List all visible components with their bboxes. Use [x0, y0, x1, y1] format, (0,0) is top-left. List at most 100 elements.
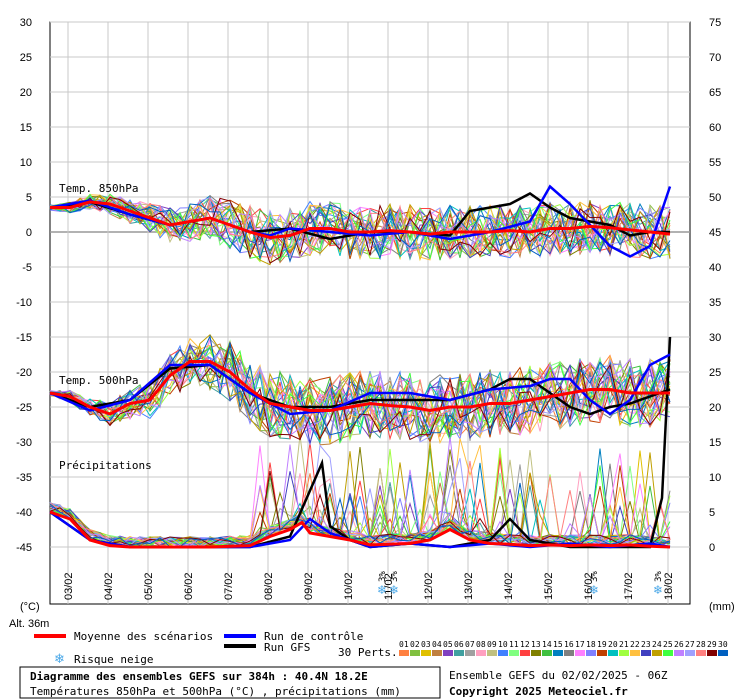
x-tick-label: 17/02: [623, 572, 635, 600]
pert-number: 01: [399, 640, 409, 649]
x-tick-label: 18/02: [663, 572, 675, 600]
perturbation-line: [49, 340, 671, 444]
x-tick-label: 06/02: [183, 572, 195, 600]
pert-number: 19: [597, 640, 607, 649]
snowflake-icon: ❄: [653, 583, 663, 597]
pert-swatch: [597, 650, 607, 656]
label-t850: Temp. 850hPa: [59, 182, 138, 195]
right-tick-label: 30: [709, 332, 721, 344]
perturbation-legend: 01 02 03 04 05 06 07 08 09 10 11 12 13 14 15 16 17 18 19 20…: [399, 640, 728, 656]
pert-swatch: [641, 650, 651, 656]
right-tick-label: 65: [709, 87, 721, 99]
pert-number: 13: [531, 640, 541, 649]
x-tick-label: 14/02: [503, 572, 515, 600]
x-axis-ticks: 03/02 04/02 05/02 06/02 07/02 08/02 09/02 10/02…: [63, 572, 675, 600]
left-tick-label: -35: [16, 472, 32, 484]
x-tick-label: 07/02: [223, 572, 235, 600]
pert-number: 17: [575, 640, 585, 649]
pert-swatch: [564, 650, 574, 656]
pert-swatch: [465, 650, 475, 656]
left-tick-label: 0: [26, 227, 32, 239]
legend-control-label: Run de contrôle: [264, 630, 363, 643]
pert-swatch: [608, 650, 618, 656]
snow-risk-markers: 3%❄3%❄3%❄3%❄: [377, 571, 664, 597]
pert-swatch: [586, 650, 596, 656]
pert-swatch: [487, 650, 497, 656]
pert-number: 08: [476, 640, 486, 649]
left-tick-label: 10: [20, 157, 32, 169]
left-axis-ticks: 30 25 20 15 10 5 0 -5 -10 -15 -20 -25 -30 -35 -40 -45: [16, 17, 32, 554]
snowflake-icon: ❄: [54, 652, 65, 667]
perturbation-line: [49, 194, 671, 258]
right-tick-label: 0: [709, 542, 715, 554]
legend-gfs-label: Run GFS: [264, 641, 310, 654]
pert-number: 18: [586, 640, 596, 649]
left-tick-label: -20: [16, 367, 32, 379]
pert-swatch: [399, 650, 409, 656]
run-label: Ensemble GEFS du 02/02/2025 - 06Z: [449, 669, 668, 682]
legend-mean-label: Moyenne des scénarios: [74, 630, 213, 643]
right-tick-label: 35: [709, 297, 721, 309]
x-tick-label: 08/02: [263, 572, 275, 600]
x-tick-label: 03/02: [63, 572, 75, 600]
pert-swatch: [674, 650, 684, 656]
snowflake-icon: ❄: [589, 583, 599, 597]
pert-number: 14: [542, 640, 552, 649]
right-tick-label: 55: [709, 157, 721, 169]
left-tick-label: 5: [26, 192, 32, 204]
left-tick-label: 15: [20, 122, 32, 134]
x-tick-label: 13/02: [463, 572, 475, 600]
pert-number: 05: [443, 640, 453, 649]
series-line-t500: [49, 353, 671, 416]
left-tick-label: -40: [16, 507, 32, 519]
pert-swatch: [542, 650, 552, 656]
pert-swatch: [443, 650, 453, 656]
perturbation-line: [49, 471, 671, 547]
legend-snow-label: Risque neige: [74, 653, 153, 666]
right-tick-label: 50: [709, 192, 721, 204]
pert-number: 24: [652, 640, 662, 649]
right-tick-label: 40: [709, 262, 721, 274]
pert-number: 04: [432, 640, 442, 649]
pert-swatch: [520, 650, 530, 656]
snowflake-icon: ❄: [377, 583, 387, 597]
pert-number: 07: [465, 640, 475, 649]
series-line-precip: [49, 510, 671, 549]
right-tick-label: 10: [709, 472, 721, 484]
perturbation-line: [49, 460, 671, 547]
left-tick-label: -10: [16, 297, 32, 309]
pert-swatch: [454, 650, 464, 656]
pert-number: 23: [641, 640, 651, 649]
right-tick-label: 60: [709, 122, 721, 134]
x-tick-label: 11/02: [383, 573, 395, 600]
pert-number: 29: [707, 640, 717, 649]
left-tick-label: -45: [16, 542, 32, 554]
x-tick-label: 05/02: [143, 572, 155, 600]
pert-number: 27: [685, 640, 695, 649]
right-tick-label: 25: [709, 367, 721, 379]
pert-swatch: [696, 650, 706, 656]
x-tick-label: 16/02: [583, 572, 595, 600]
pert-swatch: [553, 650, 563, 656]
pert-swatch: [476, 650, 486, 656]
pert-swatch: [509, 650, 519, 656]
x-tick-label: 04/02: [103, 572, 115, 600]
pert-swatch: [718, 650, 728, 656]
right-tick-label: 70: [709, 52, 721, 64]
snow-risk-label: 3%: [390, 571, 400, 582]
copyright: Copyright 2025 Meteociel.fr: [449, 685, 628, 698]
perturbation-line: [49, 194, 671, 261]
pert-swatch: [421, 650, 431, 656]
pert-number: 06: [454, 640, 464, 649]
pert-number: 11: [509, 640, 519, 649]
pert-swatch: [619, 650, 629, 656]
pert-number: 09: [487, 640, 497, 649]
pert-number: 26: [674, 640, 684, 649]
main-series-lines: [49, 184, 672, 549]
left-tick-label: 25: [20, 52, 32, 64]
perturbation-line: [50, 346, 671, 441]
right-tick-label: 45: [709, 227, 721, 239]
pert-number: 10: [498, 640, 508, 649]
pert-swatch: [707, 650, 717, 656]
x-tick-label: 10/02: [343, 572, 355, 600]
